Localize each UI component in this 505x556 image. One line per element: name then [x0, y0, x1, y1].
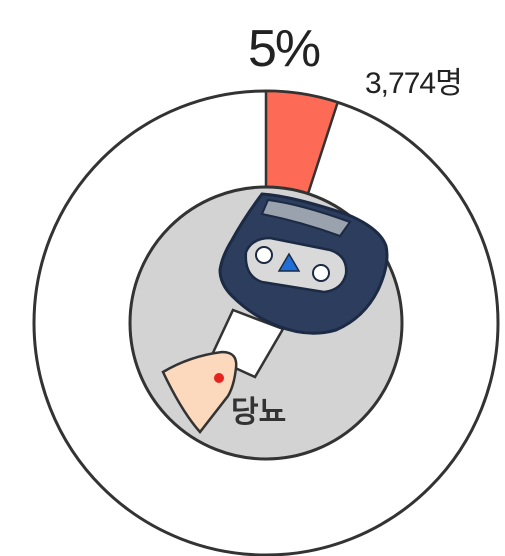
meter-center-button — [277, 252, 301, 272]
glucose-meter-icon — [209, 192, 389, 379]
meter-right-button — [312, 264, 330, 282]
finger — [161, 350, 238, 434]
blood-drop — [214, 373, 224, 383]
meter-screen — [260, 198, 352, 238]
center-label: 당뇨 — [231, 395, 286, 430]
percent-label: 5% — [248, 20, 320, 78]
meter-left-button — [255, 246, 273, 264]
count-label: 3,774명 — [365, 67, 462, 100]
finger-icon — [161, 350, 238, 434]
